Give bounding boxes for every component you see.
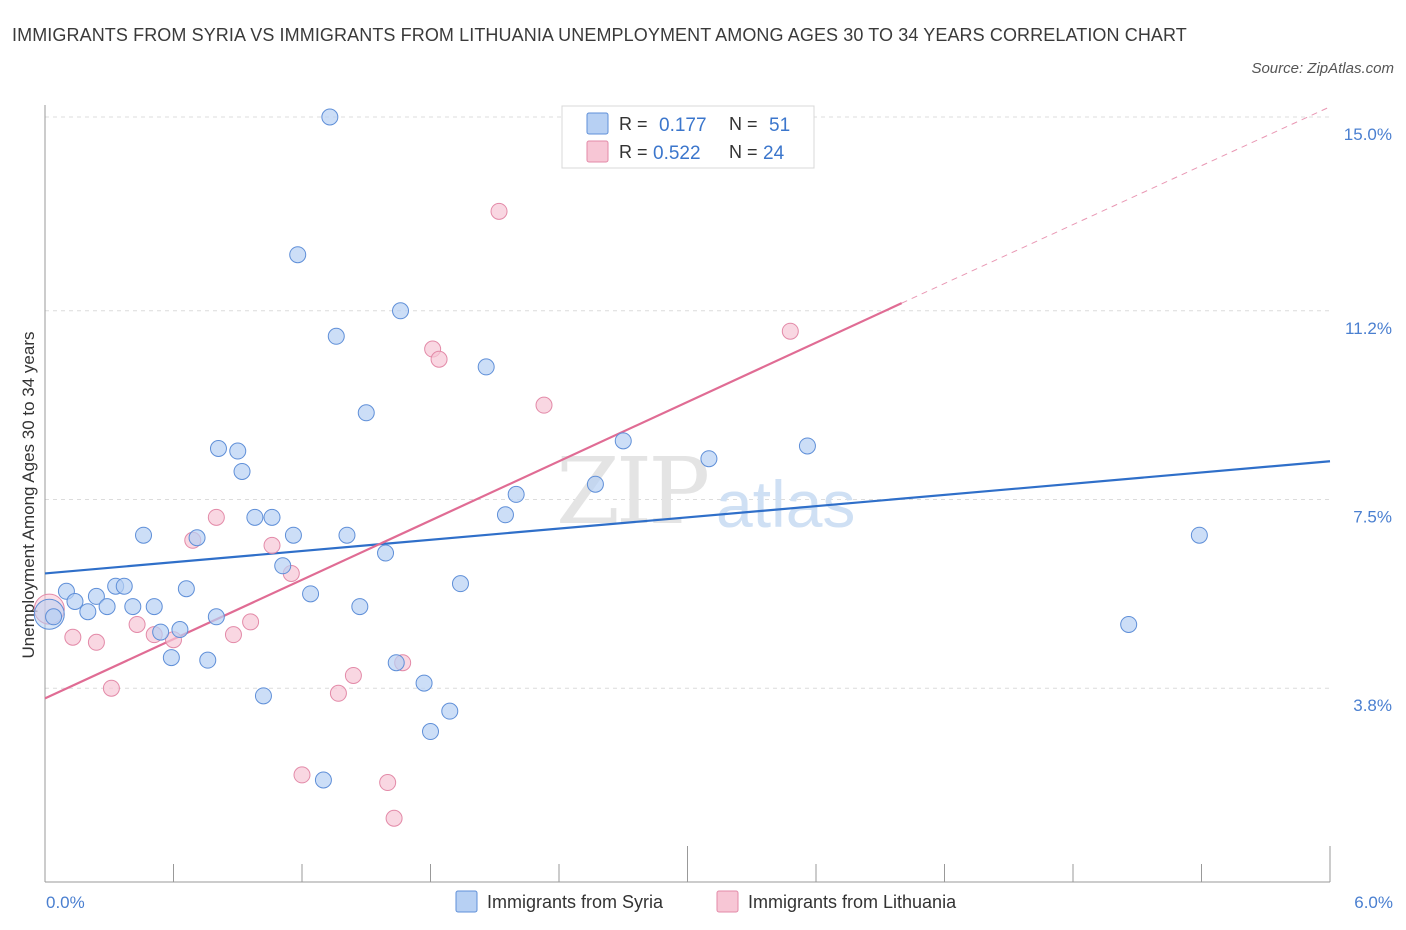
lithuania-point xyxy=(293,766,311,784)
syria-point xyxy=(1190,526,1208,544)
x-tick-label: 0.0% xyxy=(46,893,85,912)
syria-point xyxy=(177,580,195,598)
syria-point xyxy=(1120,615,1138,633)
syria-point xyxy=(392,302,410,320)
stats-n-label-syria: N = xyxy=(729,114,758,134)
syria-point xyxy=(314,771,332,789)
stats-r-label-lithuania: R = xyxy=(619,142,648,162)
syria-point xyxy=(162,649,180,667)
syria-point xyxy=(135,526,153,544)
syria-point xyxy=(351,598,369,616)
y-tick-label: 3.8% xyxy=(1353,696,1392,715)
lithuania-point xyxy=(207,508,225,526)
lithuania-point xyxy=(64,628,82,646)
stats-r-value-syria: 0.177 xyxy=(659,115,707,136)
syria-point xyxy=(233,462,251,480)
legend-label-lithuania: Immigrants from Lithuania xyxy=(748,892,957,912)
syria-point xyxy=(289,246,307,264)
stats-n-value-syria: 51 xyxy=(769,115,790,136)
syria-point xyxy=(45,608,63,626)
lithuania-point xyxy=(430,350,448,368)
y-tick-label: 15.0% xyxy=(1344,125,1392,144)
syria-point xyxy=(700,450,718,468)
syria-point xyxy=(451,575,469,593)
stats-n-label-lithuania: N = xyxy=(729,142,758,162)
x-tick-labels: 0.0% 6.0% xyxy=(46,893,1393,912)
chart-title: IMMIGRANTS FROM SYRIA VS IMMIGRANTS FROM… xyxy=(12,25,1187,45)
syria-point xyxy=(209,440,227,457)
y-tick-labels: 3.8% 7.5% 11.2% 15.0% xyxy=(1344,125,1392,715)
syria-point xyxy=(145,598,163,616)
syria-point xyxy=(171,621,189,639)
syria-point xyxy=(422,723,439,741)
syria-point xyxy=(302,585,320,603)
syria-point xyxy=(798,437,816,455)
lithuania-point xyxy=(224,626,242,644)
lithuania-point xyxy=(242,613,260,631)
syria-point xyxy=(79,603,97,621)
syria-point xyxy=(152,623,170,641)
syria-point xyxy=(263,508,281,526)
x-tick-label: 6.0% xyxy=(1354,893,1393,912)
stats-swatch-lithuania xyxy=(586,140,609,163)
syria-point xyxy=(66,593,84,610)
syria-point xyxy=(377,544,395,562)
syria-point xyxy=(124,598,142,616)
watermark-zip: ZIP xyxy=(556,438,707,545)
syria-point xyxy=(441,702,459,720)
stats-r-value-lithuania: 0.522 xyxy=(653,143,701,164)
lithuania-point xyxy=(128,615,146,633)
source-label: Source: ZipAtlas.com xyxy=(1251,60,1394,77)
syria-point xyxy=(254,687,272,705)
syria-point xyxy=(188,529,206,547)
lithuania-point xyxy=(102,679,120,697)
lithuania-point xyxy=(535,396,553,414)
syria-point xyxy=(357,404,375,422)
stats-n-value-lithuania: 24 xyxy=(763,143,785,164)
syria-point xyxy=(338,526,356,544)
stats-box: R = 0.177 N = 51 R = 0.522 N = 24 xyxy=(561,105,815,169)
lithuania-point xyxy=(344,666,362,684)
syria-point xyxy=(614,432,632,450)
syria-point xyxy=(507,485,525,503)
lithuania-point xyxy=(385,809,403,827)
y-axis-label: Unemployment Among Ages 30 to 34 years xyxy=(19,332,38,659)
data-points xyxy=(33,108,1208,827)
stats-r-label-syria: R = xyxy=(619,114,648,134)
legend-label-syria: Immigrants from Syria xyxy=(487,892,664,912)
syria-point xyxy=(387,654,405,672)
syria-point xyxy=(199,651,217,669)
syria-point xyxy=(327,327,345,345)
y-tick-label: 7.5% xyxy=(1353,508,1392,527)
lithuania-point xyxy=(379,774,397,792)
lithuania-point xyxy=(329,684,347,702)
lithuania-point xyxy=(87,633,105,651)
syria-point xyxy=(321,108,339,126)
lithuania-point xyxy=(781,322,799,340)
stats-swatch-syria xyxy=(586,112,609,135)
syria-point xyxy=(246,508,264,526)
syria-point xyxy=(477,358,495,376)
syria-point xyxy=(207,608,225,626)
lithuania-point xyxy=(490,202,508,220)
syria-point xyxy=(229,442,247,460)
syria-point xyxy=(496,506,514,524)
trend-line-lithuania-extension xyxy=(901,106,1331,304)
legend-swatch-lithuania xyxy=(716,890,739,913)
syria-point xyxy=(87,587,105,605)
y-tick-label: 11.2% xyxy=(1345,319,1392,338)
syria-point xyxy=(274,557,292,575)
syria-point xyxy=(586,475,604,493)
trend-line-syria xyxy=(44,460,1331,575)
syria-point xyxy=(284,526,302,544)
axes xyxy=(44,105,1331,883)
legend: Immigrants from Syria Immigrants from Li… xyxy=(455,890,957,913)
trend-lines xyxy=(44,106,1331,700)
lithuania-point xyxy=(263,536,281,554)
syria-point xyxy=(98,598,116,616)
syria-point xyxy=(115,577,133,595)
syria-point xyxy=(415,674,433,692)
legend-swatch-syria xyxy=(455,890,478,913)
